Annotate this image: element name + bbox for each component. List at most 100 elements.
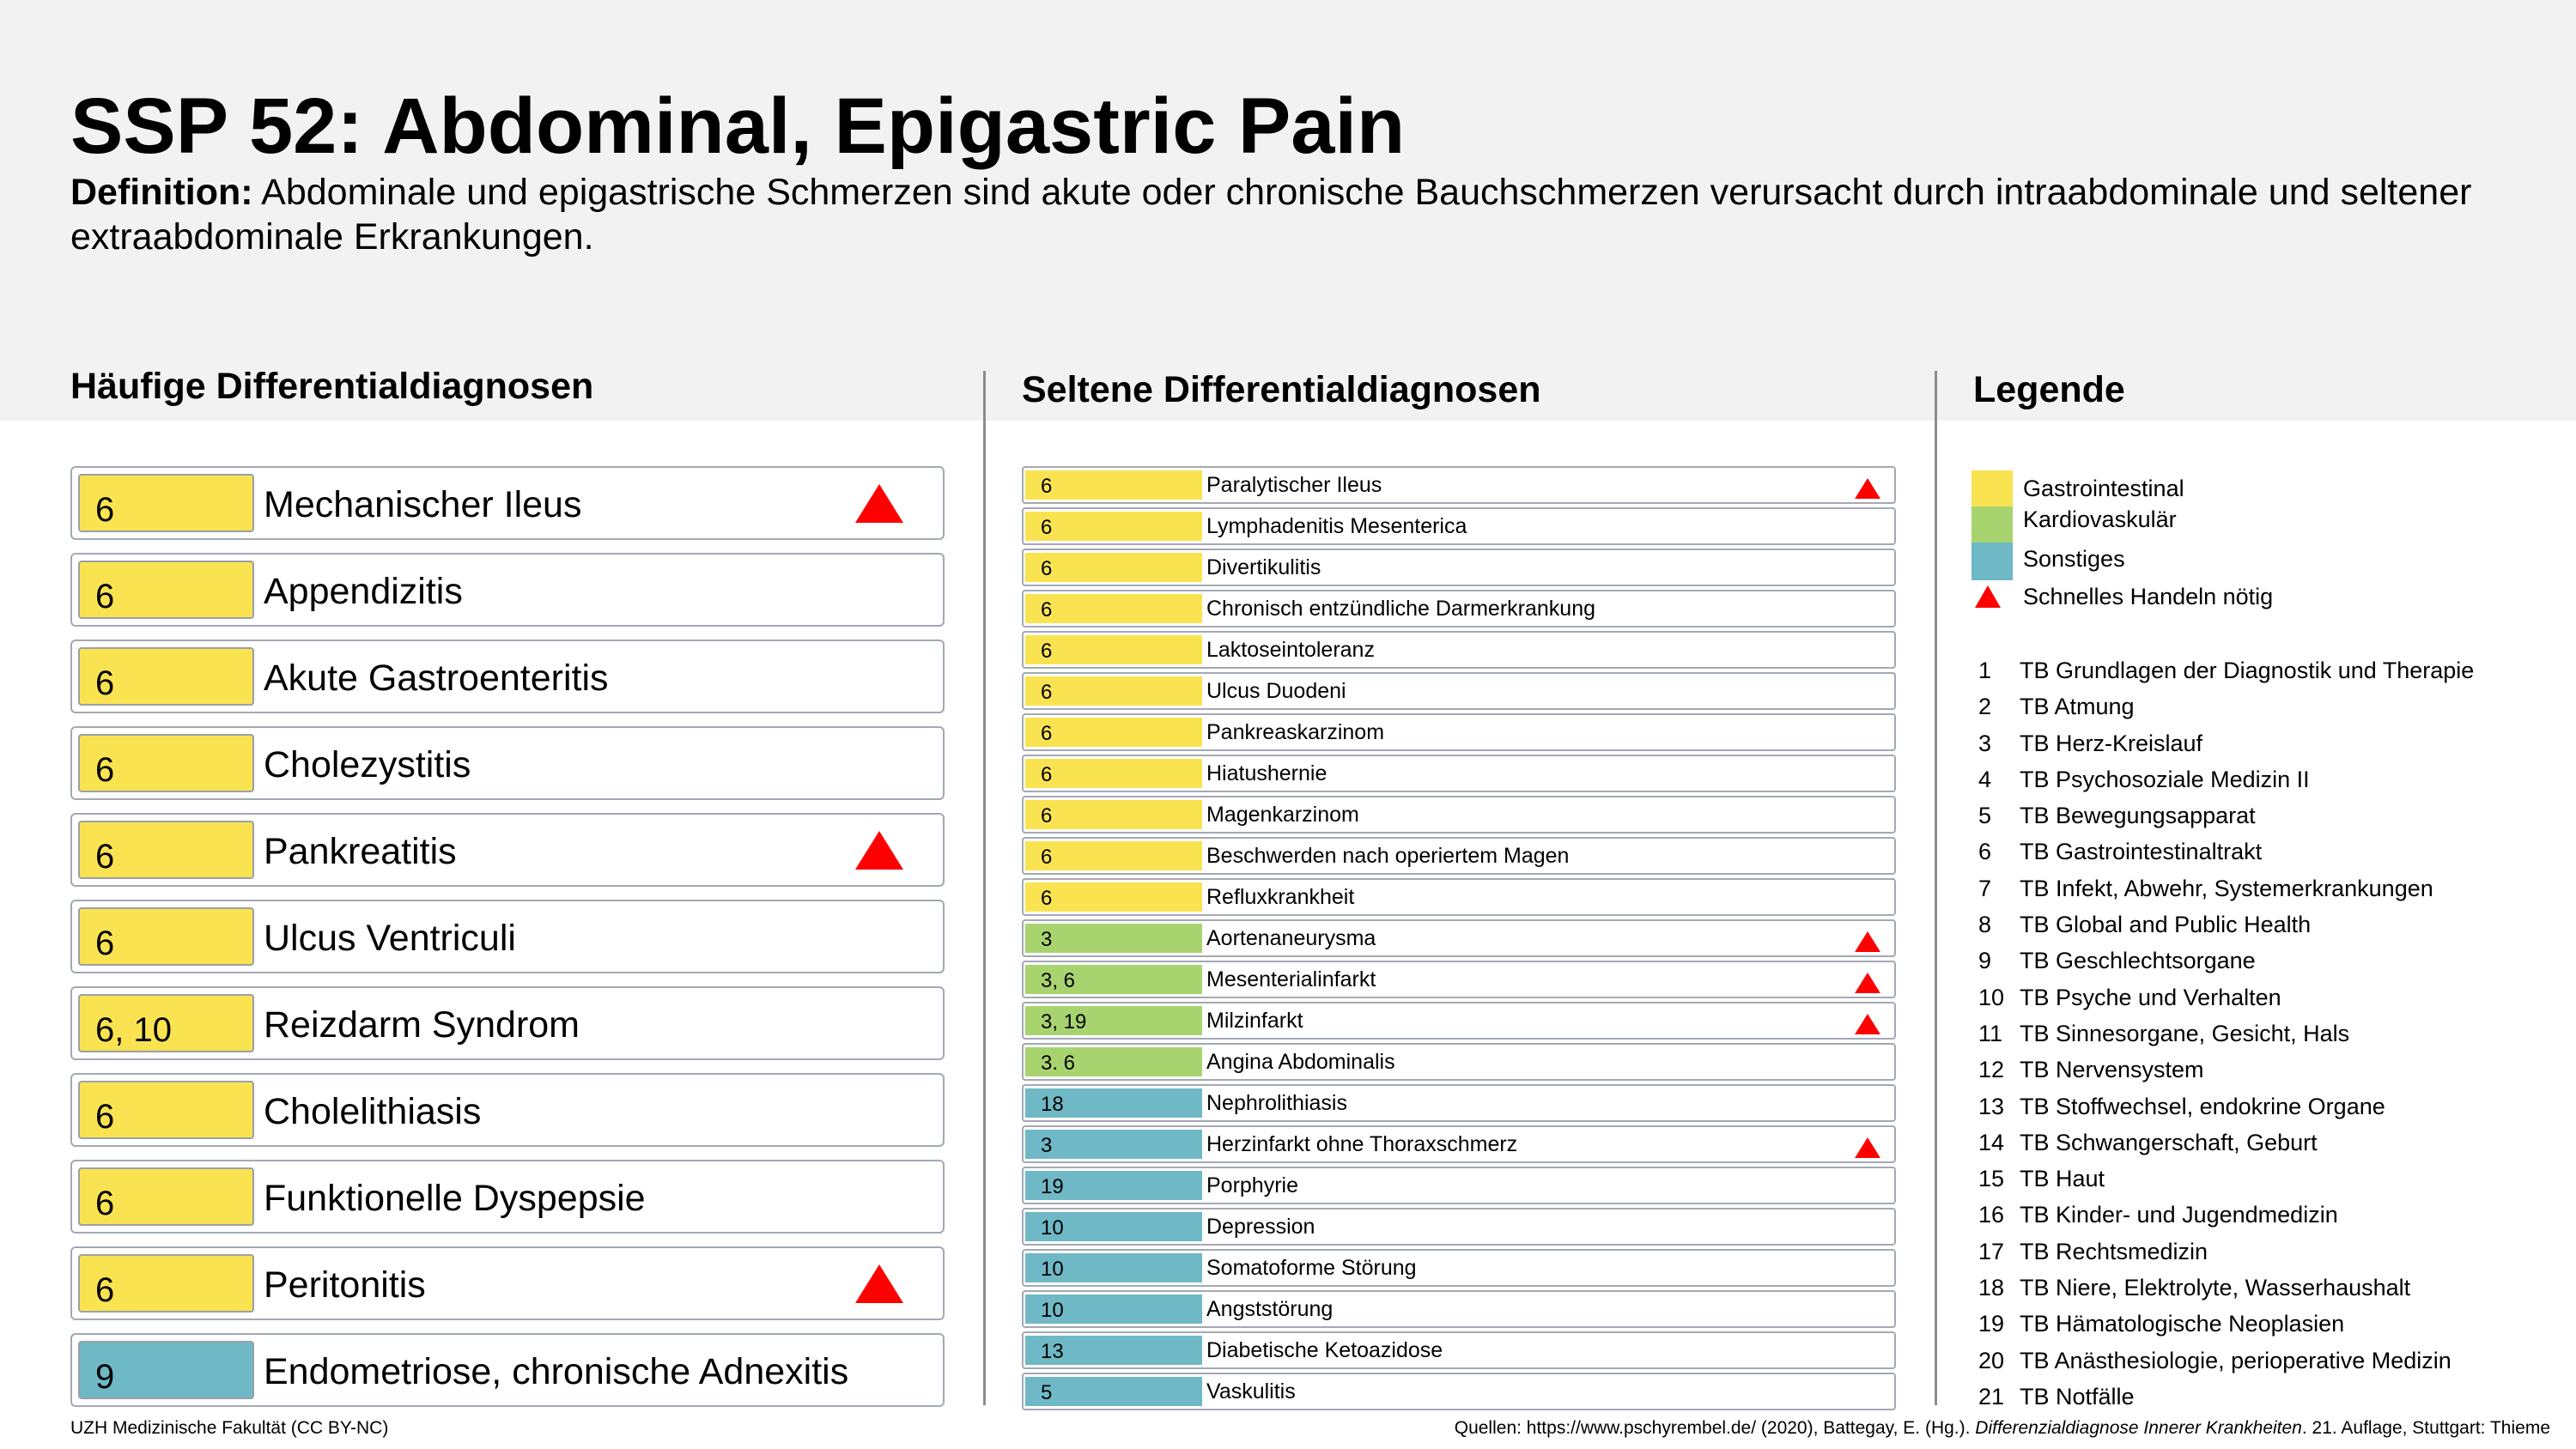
legend-label-urgent: Schnelles Handeln nötig <box>2023 584 2274 609</box>
tb-number: 19 <box>1978 1311 2005 1337</box>
tb-code-badge: 5 <box>1025 1377 1202 1406</box>
frequent-diagnosis-row: 6 Cholelithiasis <box>70 1073 945 1147</box>
diagnosis-label: Mesenterialinfarkt <box>1206 967 1376 991</box>
page-title: SSP 52: Abdominal, Epigastric Pain <box>70 82 1406 170</box>
diagnosis-label: Aortenaneurysma <box>1206 926 1376 950</box>
tb-number: 14 <box>1978 1129 2005 1155</box>
tb-legend-row: 2 TB Atmung <box>1971 688 2555 724</box>
frequent-diagnosis-row: 6 Peritonitis <box>70 1246 945 1320</box>
tb-code-badge: 3, 19 <box>1025 1006 1202 1035</box>
tb-code-badge: 6 <box>1025 470 1202 500</box>
tb-name: TB Grundlagen der Diagnostik und Therapi… <box>2020 658 2475 683</box>
footer-sources-suffix: . 21. Auflage, Stuttgart: Thieme <box>2301 1418 2550 1438</box>
tb-legend-list: 1 TB Grundlagen der Diagnostik und Therap… <box>1971 652 2555 1415</box>
tb-legend-row: 5 TB Bewegungsapparat <box>1971 797 2555 834</box>
legend-swatch-other <box>1971 543 2013 580</box>
frequent-diagnosis-row: 9 Endometriose, chronische Adnexitis <box>70 1333 945 1407</box>
warning-triangle-icon <box>1975 585 2001 608</box>
rare-diagnosis-row: 6 Pankreaskarzinom <box>1022 713 1896 751</box>
tb-name: TB Schwangerschaft, Geburt <box>2020 1129 2318 1155</box>
diagnosis-label: Beschwerden nach operiertem Magen <box>1206 844 1570 868</box>
rare-diagnosis-row: 3, 6 Mesenterialinfarkt <box>1022 961 1896 998</box>
diagnosis-label: Reizdarm Syndrom <box>264 1004 580 1046</box>
tb-legend-row: 17 TB Rechtsmedizin <box>1971 1234 2555 1270</box>
tb-code-badge: 3 <box>1025 1130 1202 1159</box>
tb-code-badge: 6 <box>78 734 254 792</box>
diagnosis-label: Hiatushernie <box>1206 761 1327 785</box>
rare-diagnosis-row: 10 Angststörung <box>1022 1290 1896 1328</box>
legend-item-gastrointestinal: Gastrointestinal <box>1971 470 2555 508</box>
frequent-diagnosis-row: 6 Cholezystitis <box>70 726 945 800</box>
frequent-diagnosis-row: 6, 10 Reizdarm Syndrom <box>70 986 945 1060</box>
tb-legend-row: 20 TB Anästhesiologie, perioperative Medi… <box>1971 1343 2555 1379</box>
tb-number: 6 <box>1978 839 1992 865</box>
tb-code-badge: 6 <box>78 907 254 966</box>
rare-diagnosis-row: 6 Ulcus Duodeni <box>1022 672 1896 710</box>
tb-code-badge: 6 <box>1025 882 1202 912</box>
legend-item-cardiovascular: Kardiovaskulär <box>1971 506 2555 544</box>
diagnosis-label: Paralytischer Ileus <box>1206 473 1382 497</box>
diagnosis-label: Akute Gastroenteritis <box>264 658 609 699</box>
tb-name: TB Nervensystem <box>2020 1057 2204 1083</box>
diagnosis-label: Divertikulitis <box>1206 555 1321 579</box>
tb-legend-row: 18 TB Niere, Elektrolyte, Wasserhaushalt <box>1971 1270 2555 1306</box>
tb-number: 13 <box>1978 1093 2005 1119</box>
rare-diagnoses-list: 6 Paralytischer Ileus 6 Lymphadenitis Mesen… <box>1022 466 1896 1414</box>
tb-number: 10 <box>1978 984 2005 1010</box>
tb-number: 11 <box>1978 1020 2003 1046</box>
definition-label: Definition: <box>70 172 253 213</box>
tb-code-badge: 10 <box>1025 1253 1202 1282</box>
tb-name: TB Notfälle <box>2020 1383 2135 1410</box>
diagnosis-label: Pankreatitis <box>264 831 457 872</box>
legend-swatch-cardiovascular <box>1971 506 2013 544</box>
tb-name: TB Global and Public Health <box>2020 912 2312 938</box>
rare-diagnosis-row: 18 Nephrolithiasis <box>1022 1084 1896 1122</box>
tb-number: 5 <box>1978 803 1992 829</box>
rare-diagnosis-row: 6 Refluxkrankheit <box>1022 878 1896 916</box>
definition: Definition: Abdominale und epigastrische… <box>70 170 2526 259</box>
rare-diagnosis-row: 6 Beschwerden nach operiertem Magen <box>1022 837 1896 875</box>
diagnosis-label: Porphyrie <box>1206 1173 1298 1197</box>
tb-number: 1 <box>1978 658 1992 683</box>
tb-code-badge: 6 <box>78 1254 254 1313</box>
tb-code-badge: 6 <box>78 1081 254 1139</box>
column-divider-right <box>1935 371 1937 1405</box>
tb-legend-row: 15 TB Haut <box>1971 1161 2555 1197</box>
diagnosis-label: Endometriose, chronische Adnexitis <box>264 1351 849 1392</box>
tb-number: 7 <box>1978 875 1992 901</box>
tb-code-badge: 13 <box>1025 1336 1202 1365</box>
tb-number: 20 <box>1978 1347 2005 1373</box>
diagnosis-label: Laktoseintoleranz <box>1206 638 1375 662</box>
frequent-diagnoses-list: 6 Mechanischer Ileus 6 Appendizitis 6 Akute G… <box>70 466 945 1420</box>
tb-code-badge: 6, 10 <box>78 994 254 1052</box>
rare-diagnosis-row: 6 Chronisch entzündliche Darmerkrankung <box>1022 590 1896 627</box>
tb-name: TB Kinder- und Jugendmedizin <box>2020 1202 2338 1228</box>
tb-code-badge: 3 <box>1025 924 1202 953</box>
diagnosis-label: Funktionelle Dyspepsie <box>264 1178 646 1219</box>
legend-label-other: Sonstiges <box>2023 546 2125 572</box>
diagnosis-label: Chronisch entzündliche Darmerkrankung <box>1206 597 1596 621</box>
tb-number: 21 <box>1978 1383 2005 1410</box>
diagnosis-label: Peritonitis <box>264 1264 426 1306</box>
tb-number: 4 <box>1978 766 1992 792</box>
tb-legend-row: 7 TB Infekt, Abwehr, Systemerkrankungen <box>1971 870 2555 906</box>
tb-name: TB Haut <box>2020 1166 2105 1192</box>
tb-code-badge: 9 <box>78 1341 254 1399</box>
warning-triangle-icon <box>855 831 903 870</box>
column-divider-left <box>983 371 986 1405</box>
tb-legend-row: 13 TB Stoffwechsel, endokrine Organe <box>1971 1088 2555 1125</box>
rare-diagnosis-row: 10 Depression <box>1022 1208 1896 1246</box>
tb-name: TB Psyche und Verhalten <box>2020 984 2281 1010</box>
legend: Gastrointestinal Kardiovaskulär Sonstige… <box>1971 470 2555 615</box>
tb-number: 12 <box>1978 1057 2005 1083</box>
warning-triangle-icon <box>855 484 903 523</box>
tb-legend-row: 19 TB Hämatologische Neoplasien <box>1971 1306 2555 1342</box>
tb-legend-row: 16 TB Kinder- und Jugendmedizin <box>1971 1197 2555 1233</box>
tb-code-badge: 6 <box>1025 676 1202 706</box>
tb-name: TB Hämatologische Neoplasien <box>2020 1311 2345 1337</box>
diagnosis-label: Lymphadenitis Mesenterica <box>1206 514 1467 538</box>
tb-number: 2 <box>1978 694 1992 720</box>
tb-name: TB Stoffwechsel, endokrine Organe <box>2020 1093 2385 1119</box>
tb-legend-row: 11 TB Sinnesorgane, Gesicht, Hals <box>1971 1016 2555 1052</box>
diagnosis-label: Depression <box>1206 1215 1315 1239</box>
